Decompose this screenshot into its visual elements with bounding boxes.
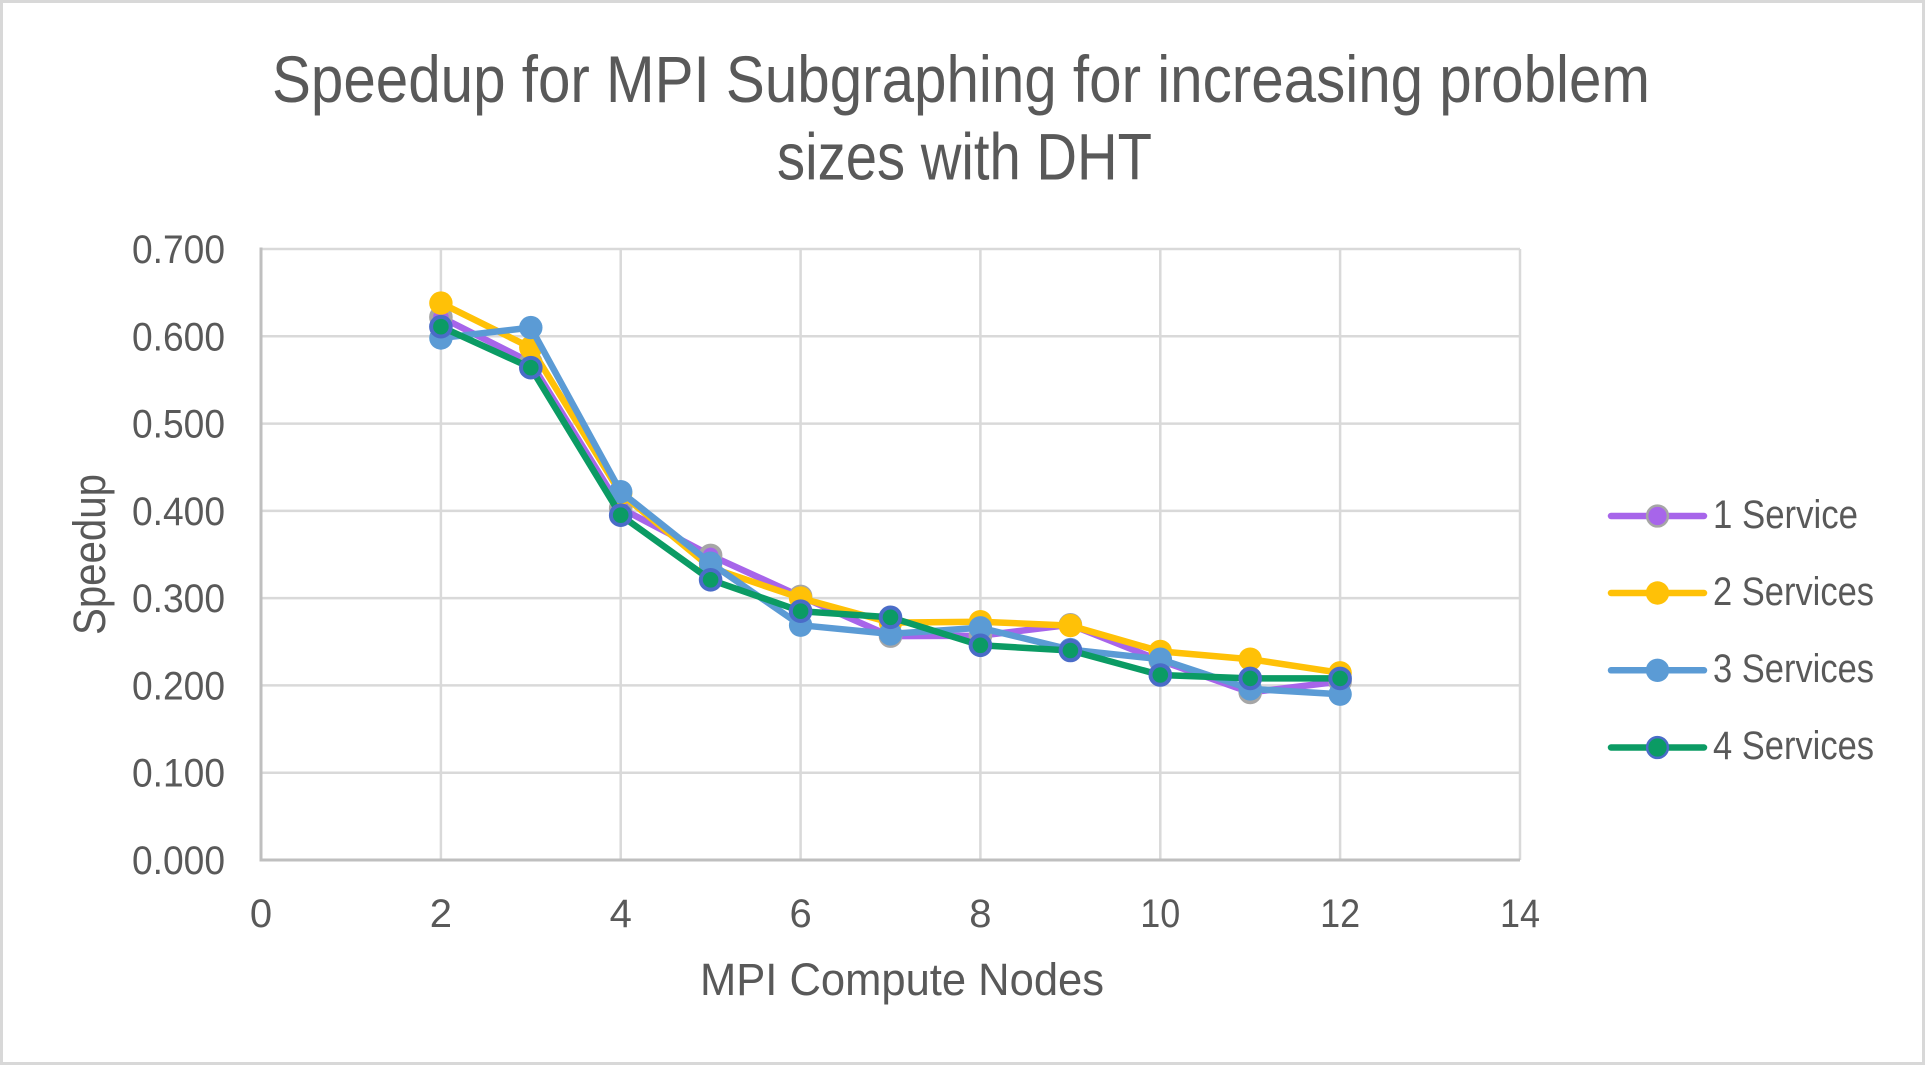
svg-text:2: 2 xyxy=(430,892,452,936)
svg-text:0.700: 0.700 xyxy=(132,228,225,272)
svg-text:3 Services: 3 Services xyxy=(1713,647,1874,691)
svg-text:0.200: 0.200 xyxy=(132,664,225,708)
svg-text:0.000: 0.000 xyxy=(132,839,225,883)
svg-text:8: 8 xyxy=(969,892,991,936)
svg-text:2 Services: 2 Services xyxy=(1713,570,1874,614)
svg-text:0.300: 0.300 xyxy=(132,577,225,621)
svg-text:10: 10 xyxy=(1140,892,1180,936)
svg-text:sizes with DHT: sizes with DHT xyxy=(777,120,1152,194)
svg-text:Speedup for MPI Subgraphing fo: Speedup for MPI Subgraphing for increasi… xyxy=(272,42,1650,116)
svg-text:14: 14 xyxy=(1500,892,1540,936)
svg-text:4 Services: 4 Services xyxy=(1713,724,1874,768)
svg-text:0.400: 0.400 xyxy=(132,490,225,534)
svg-text:MPI Compute Nodes: MPI Compute Nodes xyxy=(700,954,1104,1005)
svg-text:0.100: 0.100 xyxy=(132,752,225,796)
svg-text:Speedup: Speedup xyxy=(64,474,115,635)
svg-text:6: 6 xyxy=(789,892,811,936)
svg-text:0: 0 xyxy=(250,892,272,936)
svg-text:0.500: 0.500 xyxy=(132,403,225,447)
svg-text:0.600: 0.600 xyxy=(132,315,225,359)
svg-text:4: 4 xyxy=(610,892,632,936)
svg-text:12: 12 xyxy=(1320,892,1360,936)
svg-text:1 Service: 1 Service xyxy=(1713,493,1858,537)
